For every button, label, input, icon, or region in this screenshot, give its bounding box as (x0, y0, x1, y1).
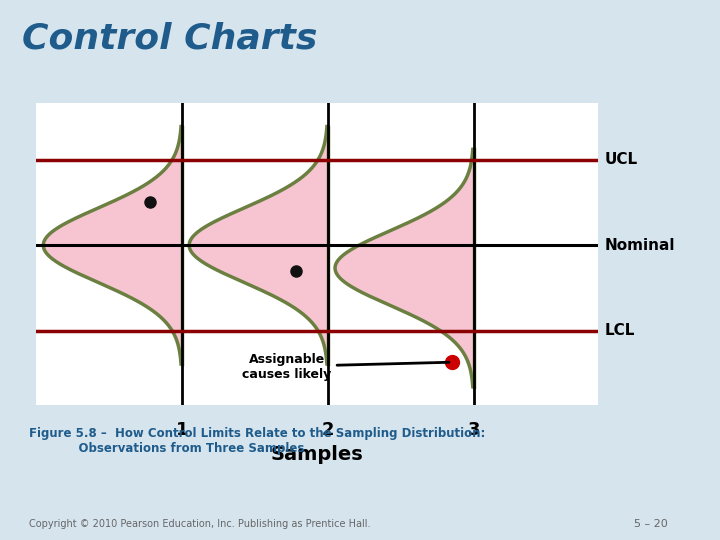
Text: Figure 5.8 –  How Control Limits Relate to the Sampling Distribution:
          : Figure 5.8 – How Control Limits Relate t… (29, 427, 485, 455)
Text: Copyright © 2010 Pearson Education, Inc. Publishing as Prentice Hall.: Copyright © 2010 Pearson Education, Inc.… (29, 519, 370, 529)
Text: 5 – 20: 5 – 20 (634, 519, 667, 529)
Polygon shape (43, 126, 182, 364)
Text: UCL: UCL (605, 152, 638, 167)
Text: Control Charts: Control Charts (22, 22, 317, 56)
Polygon shape (335, 150, 474, 387)
Text: Nominal: Nominal (605, 238, 675, 253)
Polygon shape (189, 126, 328, 364)
X-axis label: Samples: Samples (271, 444, 363, 463)
Text: LCL: LCL (605, 323, 635, 339)
Text: Assignable
causes likely: Assignable causes likely (242, 353, 449, 381)
